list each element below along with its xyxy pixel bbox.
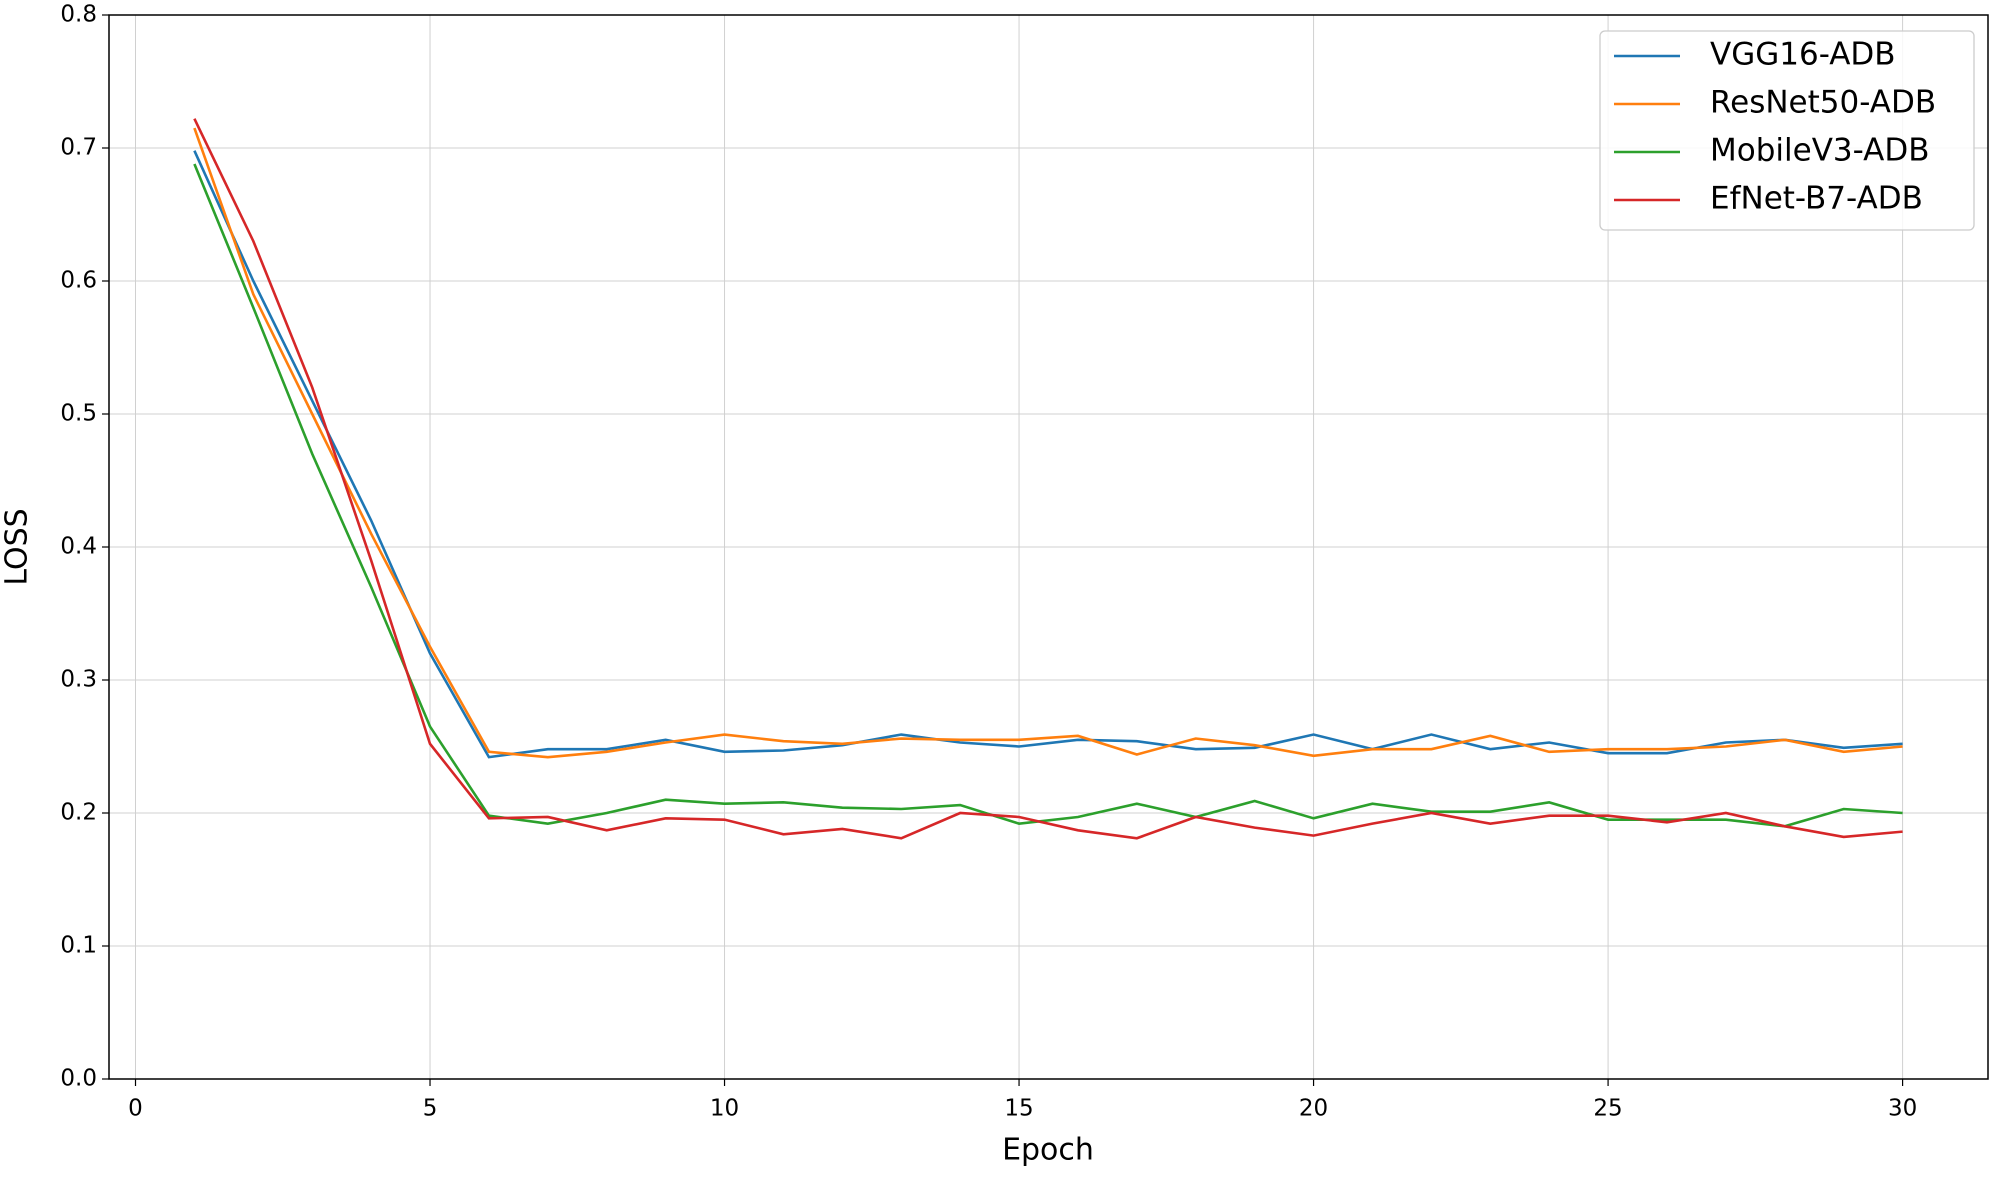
line-series (193, 118, 1903, 840)
y-tick-label: 0.3 (60, 667, 97, 693)
y-tick-label: 0.2 (60, 800, 97, 826)
legend-box (1599, 30, 1975, 231)
y-tick-label: 0.7 (60, 135, 97, 161)
y-tick-label: 0.8 (60, 2, 97, 28)
line-series (193, 163, 1903, 828)
x-axis-label: Epoch (1002, 1133, 1094, 1168)
legend-label: MobileV3-ADB (1710, 133, 1929, 169)
x-tick-label: 10 (710, 1096, 739, 1122)
y-tick-label: 0.6 (60, 268, 97, 294)
x-tick-label: 25 (1593, 1096, 1622, 1122)
x-tick-label: 15 (1004, 1096, 1033, 1122)
x-tick-label: 5 (423, 1096, 438, 1122)
line-series (193, 150, 1903, 759)
y-tick-label: 0.1 (60, 933, 97, 959)
line-series (193, 127, 1903, 759)
y-tick-label: 0.0 (60, 1066, 97, 1092)
y-tick-label: 0.5 (60, 401, 97, 427)
legend-label: VGG16-ADB (1710, 37, 1896, 73)
y-axis-label: LOSS (0, 508, 35, 585)
x-tick-label: 0 (128, 1096, 143, 1122)
plot-frame (108, 14, 1989, 1080)
x-tick-label: 30 (1888, 1096, 1917, 1122)
legend-label: EfNet-B7-ADB (1710, 181, 1923, 217)
legend-label: ResNet50-ADB (1710, 85, 1936, 121)
x-tick-label: 20 (1299, 1096, 1328, 1122)
y-tick-label: 0.4 (60, 534, 97, 560)
